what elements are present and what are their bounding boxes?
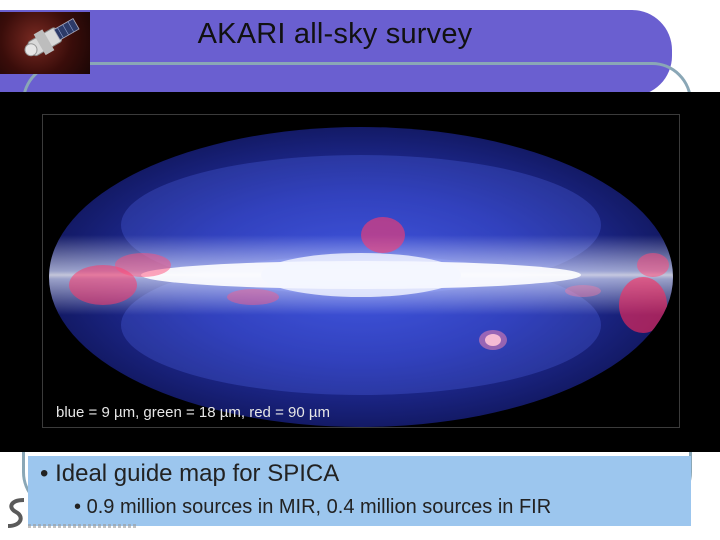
- institute-logo-icon: [4, 496, 28, 532]
- bullet-text: 0.9 million sources in MIR, 0.4 million …: [86, 496, 552, 518]
- slide-title: AKARI all-sky survey: [197, 18, 473, 50]
- bullet-box: • Ideal guide map for SPICA • 0.9 millio…: [28, 456, 691, 526]
- all-sky-map-image: [42, 114, 680, 428]
- sky-map-panel: blue = 9 µm, green = 18 µm, red = 90 µm: [0, 92, 720, 452]
- bullet-item-2: • 0.9 million sources in MIR, 0.4 millio…: [74, 496, 551, 519]
- bullet-item-1: • Ideal guide map for SPICA: [40, 460, 339, 488]
- bullet-marker: •: [40, 460, 49, 487]
- logo-caption-decoration: [28, 524, 138, 528]
- map-caption: blue = 9 µm, green = 18 µm, red = 90 µm: [56, 404, 330, 421]
- title-band: [0, 10, 672, 96]
- bullet-text: Ideal guide map for SPICA: [55, 460, 340, 487]
- bullet-marker: •: [74, 496, 82, 518]
- akari-satellite-icon: [0, 12, 90, 74]
